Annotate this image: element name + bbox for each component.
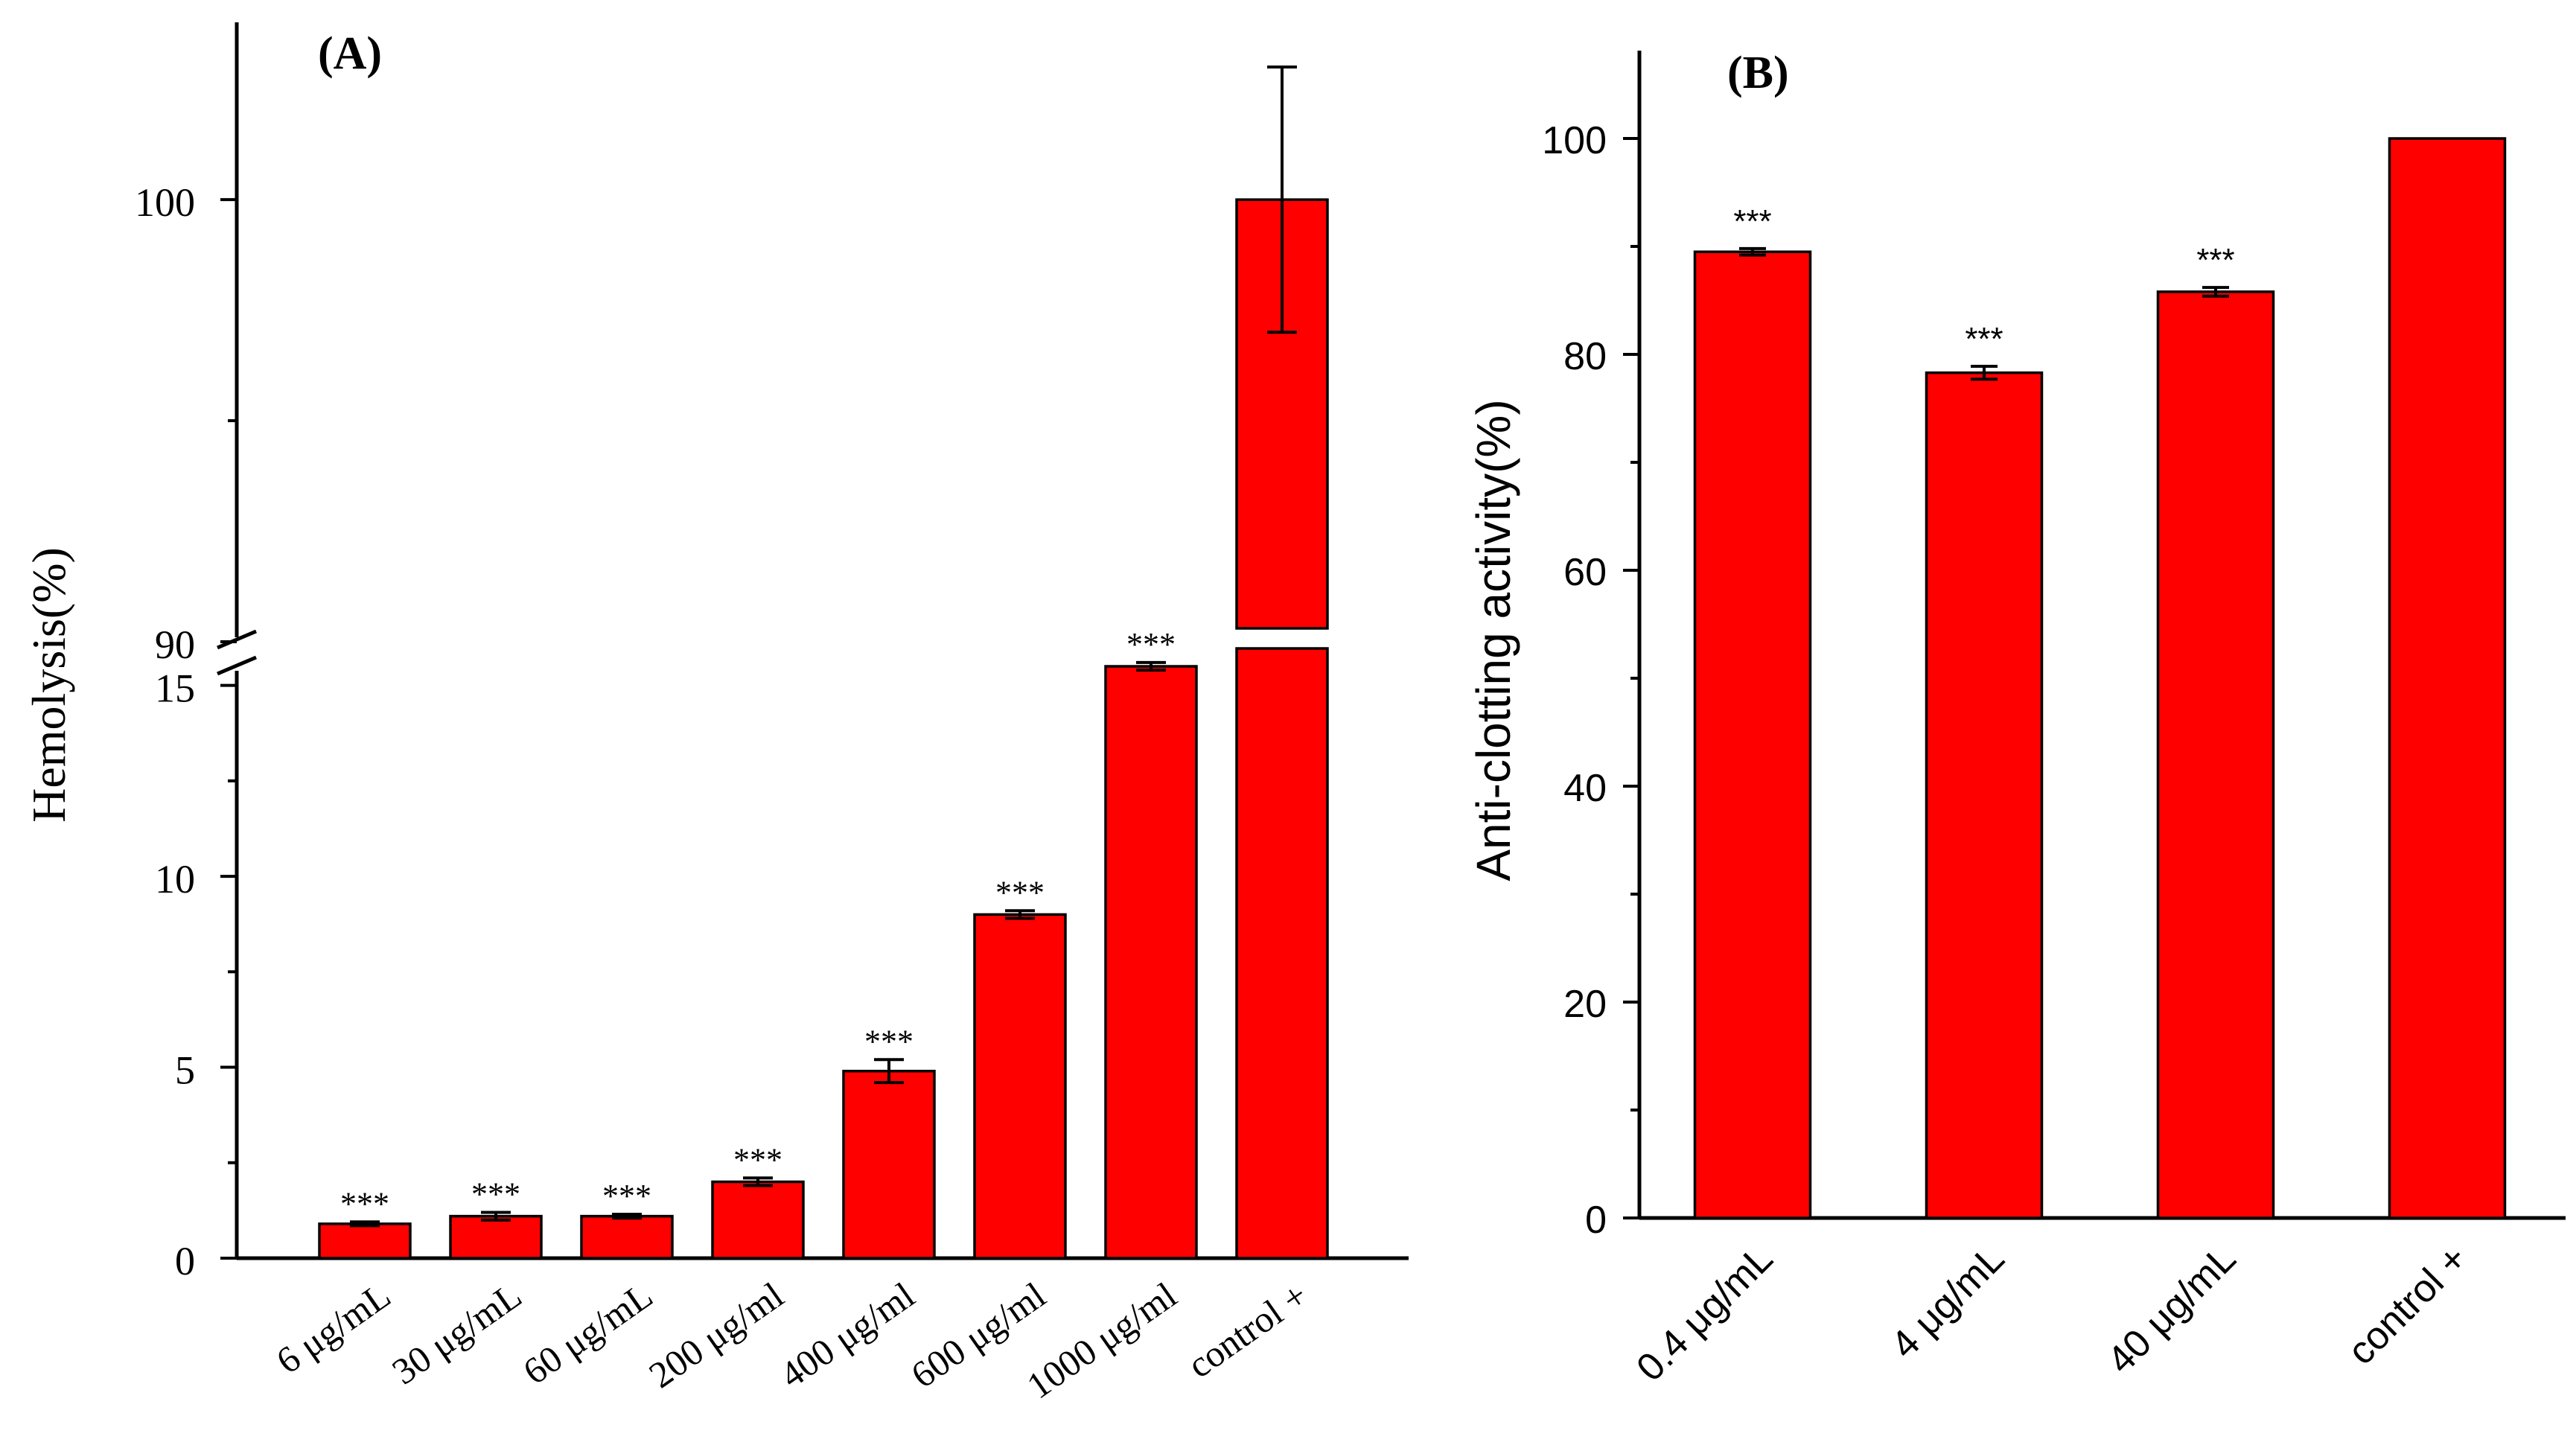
panel-a-bar-lower-segment: [1235, 647, 1329, 1260]
panel-a-bar: [580, 1214, 674, 1260]
panel-a-significance: ***: [340, 1185, 389, 1222]
panel-a-y-tick-label: 15: [155, 666, 195, 711]
panel-b-bar: [1693, 250, 1812, 1219]
panel-b-y-axis-title: Anti-clotting activity(%): [1467, 399, 1520, 881]
panel-b-anticlotting-chart: (B) Anti-clotting activity(%) 0 20 40 60 80 1…: [1467, 48, 2566, 1390]
panel-a-significance: ***: [995, 874, 1045, 911]
panel-a-y-tick-label: 5: [175, 1048, 195, 1093]
panel-b-bars: *** *** ***: [1693, 137, 2507, 1219]
panel-b-y-tick-label: 80: [1563, 335, 1607, 378]
panel-b-y-tick-label: 20: [1563, 983, 1607, 1026]
panel-a-axis-break-mark: [217, 629, 257, 650]
panel-a-y-tick-label: 0: [175, 1239, 195, 1283]
panel-b-y-tick-label: 40: [1563, 767, 1607, 810]
panel-a-axis-break-mark: [217, 655, 257, 676]
panel-a-significance: ***: [864, 1023, 914, 1059]
panel-a-bar: [842, 1069, 936, 1260]
panel-a-bar: [973, 913, 1067, 1260]
panel-a-x-tick-label: 200 μg/ml: [641, 1274, 791, 1396]
panel-b-significance: ***: [2196, 242, 2234, 278]
panel-a-bar: [711, 1180, 805, 1260]
panel-a-axes: [217, 22, 1409, 1260]
panel-a-y-axis-title: Hemolysis(%): [22, 547, 75, 823]
panel-b-x-tick-label: 40 μg/mL: [2099, 1237, 2244, 1382]
panel-a-label: (A): [318, 28, 382, 79]
panel-a-x-tick-label: 30 μg/mL: [384, 1274, 529, 1392]
panel-b-y-tick-label: 0: [1585, 1199, 1607, 1242]
panel-a-bar: [1104, 665, 1198, 1260]
panel-a-significance: ***: [733, 1141, 782, 1178]
panel-b-bar: [1925, 371, 2044, 1219]
panel-a-bars: *** *** *** *** *** *** ***: [318, 66, 1329, 1260]
panel-a-x-tick-label: 1000 μg/ml: [1019, 1274, 1184, 1406]
panel-b-x-tick-label: 0.4 μg/mL: [1628, 1237, 1781, 1389]
panel-a-significance: ***: [471, 1176, 520, 1212]
panel-b-bar: [2388, 137, 2507, 1219]
panel-a-significance: ***: [602, 1178, 651, 1214]
panel-b-bar: [2156, 290, 2275, 1219]
panel-a-y-tick-label: 100: [135, 180, 195, 225]
panel-a-bar: [318, 1222, 412, 1260]
panel-a-x-tick-label: 6 μg/mL: [269, 1274, 398, 1382]
panel-b-y-ticks: 0 20 40 60 80 100: [1542, 119, 1639, 1242]
panel-a-x-tick-label: 400 μg/ml: [772, 1274, 922, 1396]
panel-b-y-tick-label: 100: [1542, 119, 1607, 162]
panel-b-label: (B): [1727, 48, 1789, 98]
panel-b-significance: ***: [1965, 321, 2003, 357]
panel-a-significance: ***: [1126, 626, 1176, 663]
panel-a-x-tick-label: 60 μg/mL: [515, 1274, 660, 1392]
panel-b-y-tick-label: 60: [1563, 551, 1607, 594]
panel-b-x-tick-label: 4 μg/mL: [1883, 1237, 2013, 1367]
panel-b-x-tick-labels: 0.4 μg/mL 4 μg/mL 40 μg/mL control +: [1628, 1237, 2475, 1389]
panel-a-bar: [449, 1214, 543, 1260]
panel-a-y-tick-label: 10: [155, 857, 195, 902]
panel-b-x-tick-label: control +: [2339, 1237, 2475, 1373]
panel-a-y-tick-label: 90: [155, 622, 195, 667]
panel-a-x-tick-label: control +: [1180, 1274, 1315, 1385]
panel-b-significance: ***: [1733, 203, 1771, 240]
